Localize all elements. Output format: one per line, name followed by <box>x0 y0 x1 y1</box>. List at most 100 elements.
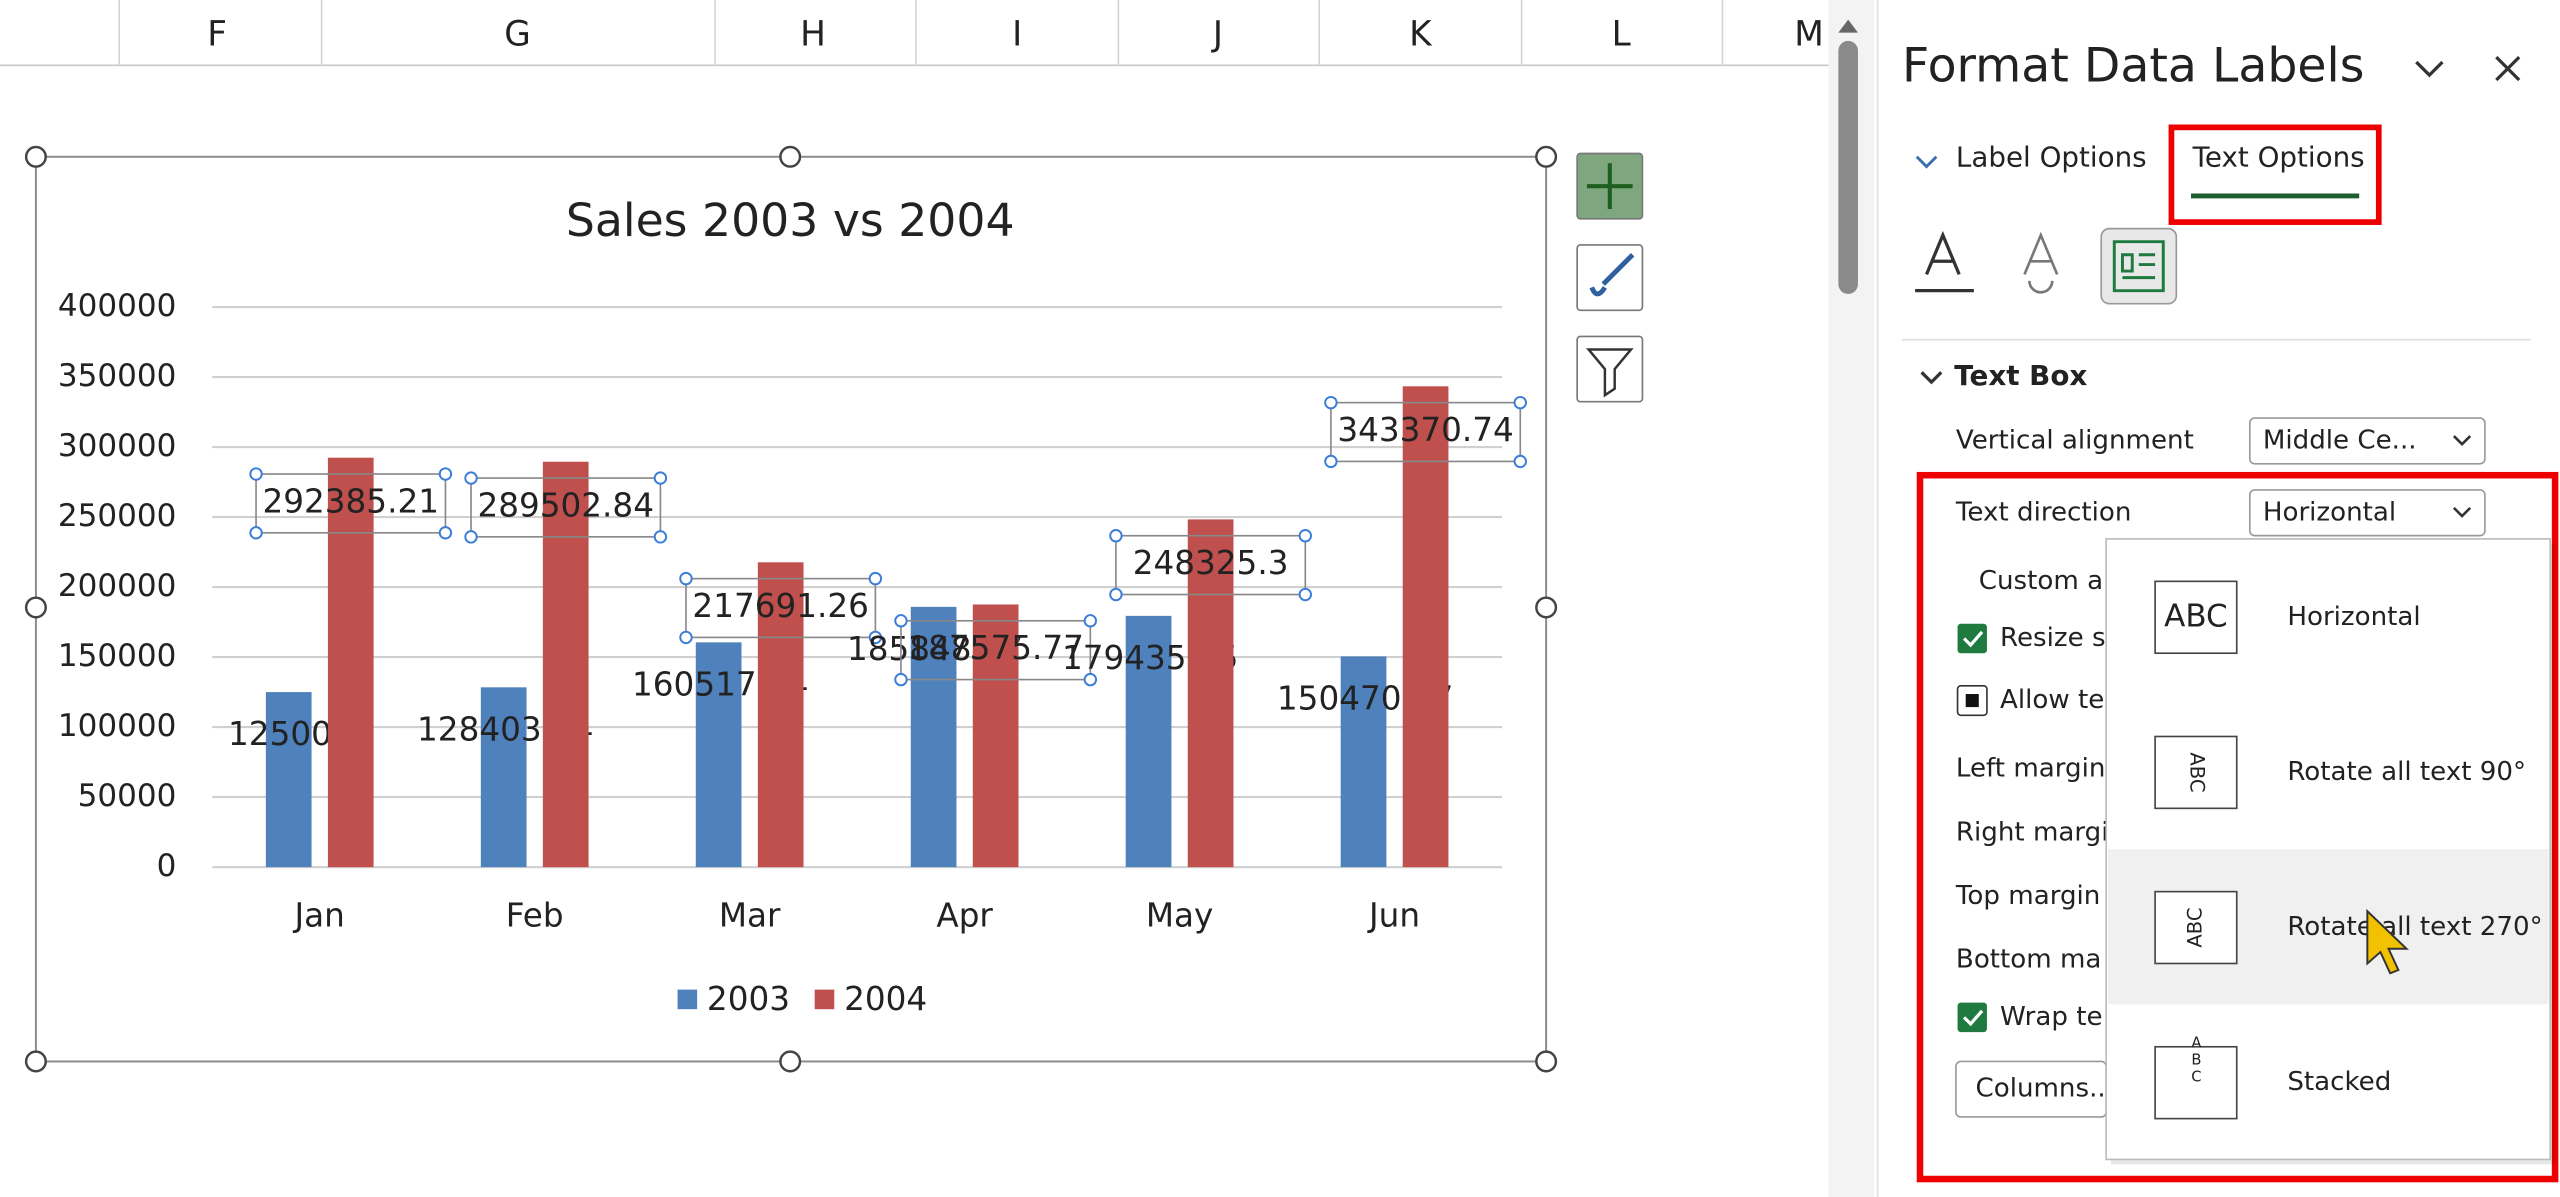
selection-handle <box>1513 454 1527 469</box>
option-label: Right margi <box>1956 817 2109 847</box>
data-label[interactable]: 289502.84 <box>477 486 653 524</box>
data-label[interactable]: 292385.21 <box>263 482 439 520</box>
bar[interactable] <box>972 604 1019 868</box>
selection-handle <box>464 530 478 544</box>
checkbox[interactable] <box>1957 623 1987 654</box>
column-header[interactable]: I <box>1012 14 1022 54</box>
plus-icon <box>1586 163 1633 210</box>
text-effects-icon[interactable] <box>2023 231 2059 294</box>
highlight-box <box>1916 471 2559 1183</box>
textbox-icon <box>2112 240 2165 293</box>
chart-handle <box>1535 145 1558 168</box>
data-label-box <box>685 577 877 639</box>
column-header[interactable]: H <box>800 14 826 54</box>
chart-handle <box>24 596 47 619</box>
bar[interactable] <box>327 457 374 868</box>
selection-handle <box>1324 454 1338 469</box>
dropdown-value: Middle Ce... <box>2263 425 2417 455</box>
option-label: Bottom ma <box>1956 945 2101 975</box>
dropdown[interactable] <box>2248 417 2486 465</box>
selection-handle <box>1324 395 1338 410</box>
selection-handle <box>868 630 883 645</box>
y-tick-label: 50000 <box>78 778 177 814</box>
column-header[interactable]: K <box>1409 14 1433 54</box>
y-tick-label: 350000 <box>58 358 176 394</box>
option-icon-frame <box>2154 735 2238 810</box>
panel-collapse[interactable] <box>2415 60 2444 78</box>
textbox-icon-selected[interactable] <box>2100 227 2178 305</box>
data-label[interactable]: 343370.74 <box>1337 411 1513 449</box>
selection-handle <box>1083 672 1098 687</box>
y-tick-label: 0 <box>157 848 177 884</box>
row-label: Text direction <box>1955 497 2132 527</box>
chart-handle <box>24 145 47 168</box>
highlight-box <box>2168 124 2382 225</box>
bar[interactable] <box>695 642 742 868</box>
bar[interactable] <box>1340 656 1387 868</box>
y-tick-label: 200000 <box>58 568 176 604</box>
option-label: Top margin <box>1955 881 2100 911</box>
data-label-box <box>1330 401 1522 463</box>
scroll-up[interactable] <box>1838 19 1858 33</box>
bar[interactable] <box>910 606 957 868</box>
section-title[interactable]: Text Box <box>1954 359 2087 392</box>
tab[interactable]: Label Options <box>1956 140 2147 173</box>
columns-button-label: Columns... <box>1976 1074 2114 1104</box>
selection-handle <box>1298 529 1312 543</box>
column-header[interactable]: L <box>1612 14 1631 54</box>
checkmark <box>1962 1009 1984 1027</box>
option-label: Left margin <box>1956 754 2105 784</box>
menu-item-label[interactable]: Rotate all text 90° <box>2287 757 2526 787</box>
data-label[interactable]: 248325.3 <box>1133 544 1289 582</box>
legend-label: 2004 <box>844 980 927 1018</box>
option-label: Custom an <box>1979 566 2120 596</box>
bar[interactable] <box>1402 386 1449 868</box>
menu-item-label[interactable]: Stacked <box>2287 1067 2391 1097</box>
column-header[interactable]: F <box>207 14 227 54</box>
scrollbar-thumb[interactable] <box>1838 40 1858 294</box>
selection-handle <box>1109 587 1123 602</box>
selection-handle <box>249 526 263 540</box>
selection-handle <box>1298 587 1312 602</box>
checkbox[interactable] <box>1957 1002 1987 1033</box>
chart-filters-button[interactable] <box>1576 335 1644 403</box>
legend-label: 2003 <box>707 980 790 1018</box>
bar[interactable] <box>480 687 527 868</box>
selection-handle <box>653 530 668 544</box>
option-icon-text: ABC <box>2185 752 2208 792</box>
section-chevron[interactable] <box>1920 371 1943 385</box>
bar[interactable] <box>1187 519 1234 868</box>
option-label: Allow te <box>2000 685 2104 715</box>
menu-item-label[interactable]: Horizontal <box>2287 602 2420 632</box>
column-header[interactable]: G <box>504 14 531 54</box>
chart-handle <box>779 145 802 168</box>
dropdown[interactable] <box>2248 489 2486 537</box>
panel-title: Format Data Labels <box>1902 39 2364 94</box>
bar[interactable] <box>265 692 312 868</box>
data-label[interactable]: 217691.26 <box>692 587 868 625</box>
x-tick-label: Feb <box>506 897 564 935</box>
text-fill-icon[interactable] <box>1915 230 1974 293</box>
chart-handle <box>779 1050 802 1073</box>
column-header[interactable]: M <box>1794 14 1824 54</box>
option-icon-text: ABC <box>2183 907 2206 947</box>
selection-handle <box>1109 529 1123 543</box>
menu-item-label[interactable]: Rotate all text 270° <box>2287 912 2542 942</box>
chart-handle <box>24 1050 47 1073</box>
column-header[interactable]: J <box>1211 14 1223 54</box>
data-label-box <box>1115 534 1307 596</box>
legend-swatch <box>677 989 698 1010</box>
bar[interactable] <box>542 461 589 868</box>
dropdown-value: Horizontal <box>2263 497 2396 527</box>
bar[interactable] <box>1125 615 1172 868</box>
panel-close[interactable] <box>2495 56 2521 82</box>
y-tick-label: 250000 <box>58 498 176 534</box>
selection-handle <box>894 614 908 628</box>
option-icon-frame <box>2154 890 2238 965</box>
selection-handle <box>894 672 908 687</box>
data-label[interactable]: 187575.77 <box>907 629 1083 667</box>
tab-active[interactable]: Text Options <box>2192 140 2365 173</box>
bar[interactable] <box>757 562 804 868</box>
